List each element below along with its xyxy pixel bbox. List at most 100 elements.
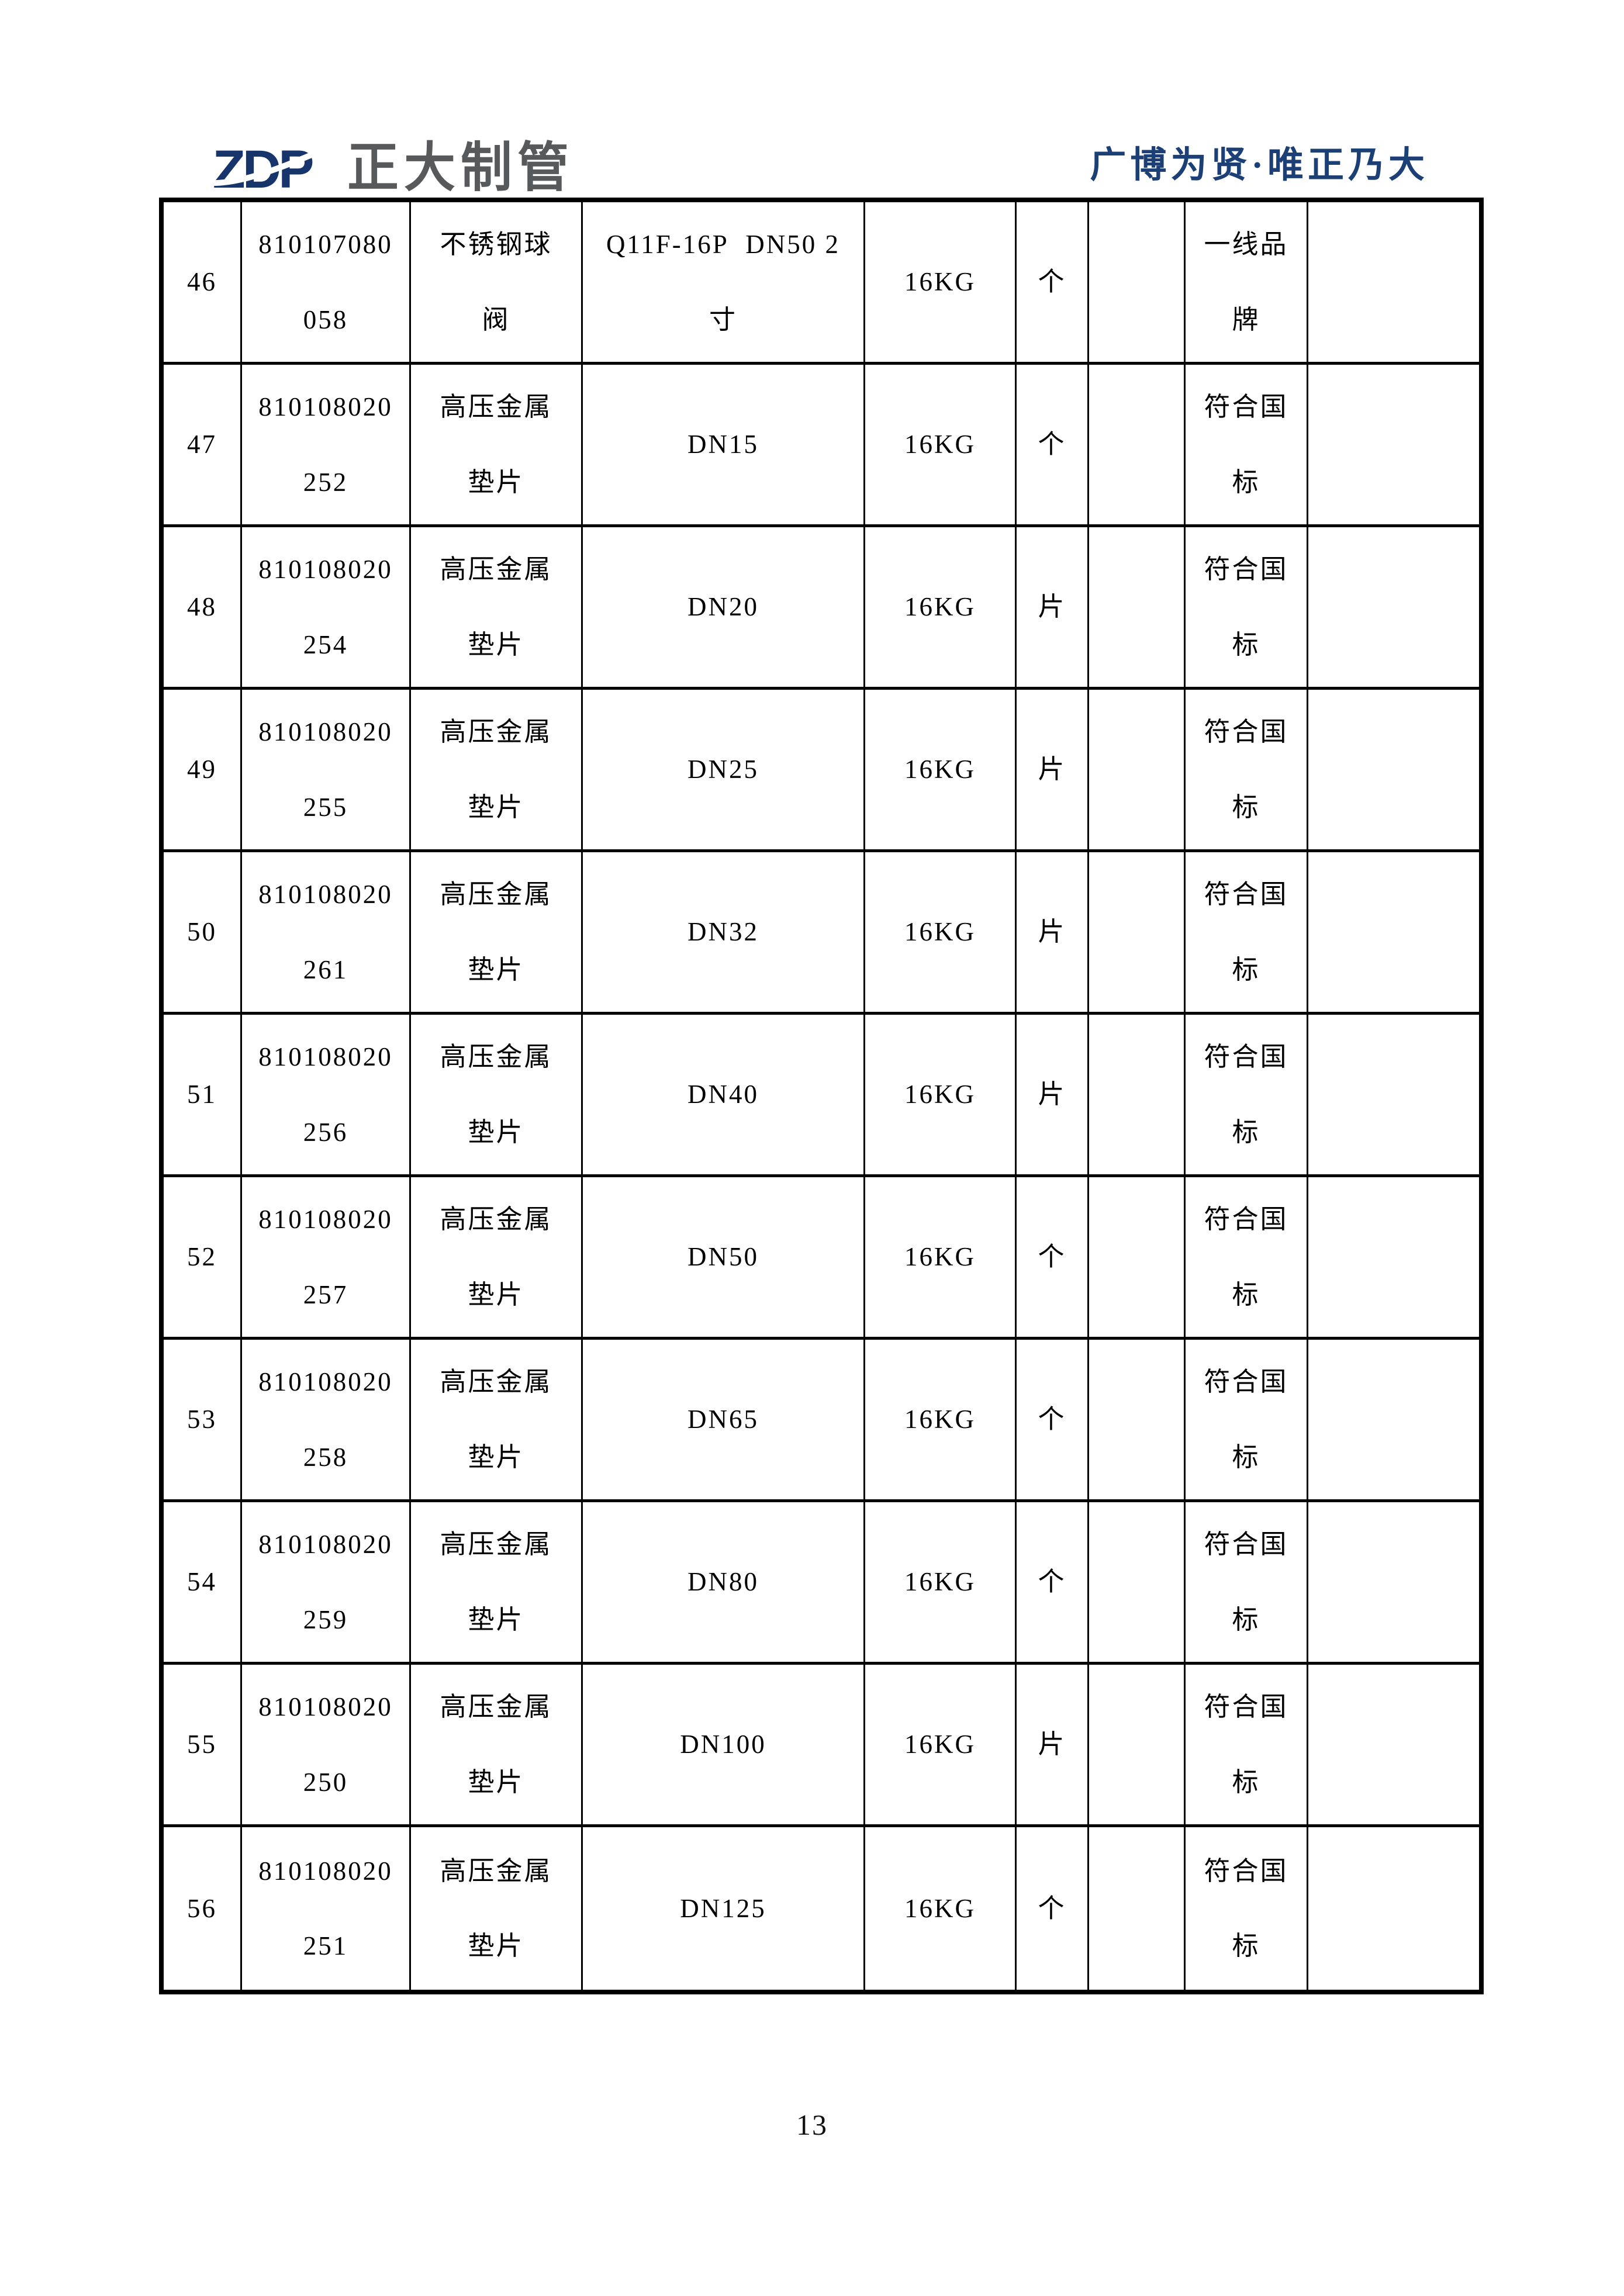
cell-quantity xyxy=(1089,852,1186,1015)
cell-pressure: 16KG xyxy=(865,1015,1017,1177)
cell-pressure: 16KG xyxy=(865,1665,1017,1827)
cell-remark: 符合国 标 xyxy=(1186,527,1308,690)
cell-product-name: 高压金属 垫片 xyxy=(411,1665,583,1827)
cell-spec-model: DN15 xyxy=(583,365,865,527)
cell-extra xyxy=(1308,690,1479,852)
cell-remark: 符合国 标 xyxy=(1186,1827,1308,1990)
cell-material-code: 810108020 256 xyxy=(242,1015,411,1177)
spec-table: 46 810107080 058 不锈钢球 阀 Q11F-16P DN50 2 … xyxy=(159,198,1484,1994)
cell-spec-model: DN50 xyxy=(583,1177,865,1340)
cell-product-name: 不锈钢球 阀 xyxy=(411,202,583,365)
cell-quantity xyxy=(1089,202,1186,365)
cell-row-number: 50 xyxy=(164,852,242,1015)
cell-product-name: 高压金属 垫片 xyxy=(411,527,583,690)
svg-text:ZDP: ZDP xyxy=(213,140,313,196)
cell-pressure: 16KG xyxy=(865,365,1017,527)
cell-product-name: 高压金属 垫片 xyxy=(411,1827,583,1990)
cell-row-number: 46 xyxy=(164,202,242,365)
cell-material-code: 810107080 058 xyxy=(242,202,411,365)
cell-spec-model: DN20 xyxy=(583,527,865,690)
cell-spec-model: DN25 xyxy=(583,690,865,852)
cell-extra xyxy=(1308,1340,1479,1502)
cell-pressure: 16KG xyxy=(865,690,1017,852)
cell-unit: 片 xyxy=(1017,690,1089,852)
cell-extra xyxy=(1308,1827,1479,1990)
cell-pressure: 16KG xyxy=(865,1827,1017,1990)
cell-material-code: 810108020 255 xyxy=(242,690,411,852)
cell-extra xyxy=(1308,852,1479,1015)
cell-spec-model: DN100 xyxy=(583,1665,865,1827)
cell-pressure: 16KG xyxy=(865,202,1017,365)
cell-remark: 符合国 标 xyxy=(1186,852,1308,1015)
cell-spec-model: DN80 xyxy=(583,1502,865,1665)
cell-material-code: 810108020 251 xyxy=(242,1827,411,1990)
cell-quantity xyxy=(1089,1665,1186,1827)
cell-row-number: 56 xyxy=(164,1827,242,1990)
cell-row-number: 52 xyxy=(164,1177,242,1340)
cell-row-number: 53 xyxy=(164,1340,242,1502)
cell-material-code: 810108020 261 xyxy=(242,852,411,1015)
cell-row-number: 54 xyxy=(164,1502,242,1665)
cell-remark: 一线品 牌 xyxy=(1186,202,1308,365)
cell-material-code: 810108020 252 xyxy=(242,365,411,527)
cell-row-number: 49 xyxy=(164,690,242,852)
cell-remark: 符合国 标 xyxy=(1186,1015,1308,1177)
cell-unit: 个 xyxy=(1017,1340,1089,1502)
cell-unit: 片 xyxy=(1017,1665,1089,1827)
cell-quantity xyxy=(1089,1827,1186,1990)
cell-spec-model: Q11F-16P DN50 2 寸 xyxy=(583,202,865,365)
cell-spec-model: DN32 xyxy=(583,852,865,1015)
cell-quantity xyxy=(1089,1177,1186,1340)
cell-product-name: 高压金属 垫片 xyxy=(411,1340,583,1502)
page-number: 13 xyxy=(796,2108,828,2141)
cell-unit: 个 xyxy=(1017,365,1089,527)
cell-product-name: 高压金属 垫片 xyxy=(411,1015,583,1177)
cell-unit: 片 xyxy=(1017,527,1089,690)
cell-spec-model: DN40 xyxy=(583,1015,865,1177)
cell-quantity xyxy=(1089,1340,1186,1502)
cell-product-name: 高压金属 垫片 xyxy=(411,1177,583,1340)
cell-unit: 片 xyxy=(1017,852,1089,1015)
cell-extra xyxy=(1308,365,1479,527)
cell-remark: 符合国 标 xyxy=(1186,1502,1308,1665)
cell-remark: 符合国 标 xyxy=(1186,1340,1308,1502)
cell-product-name: 高压金属 垫片 xyxy=(411,852,583,1015)
cell-quantity xyxy=(1089,690,1186,852)
cell-pressure: 16KG xyxy=(865,1502,1017,1665)
cell-material-code: 810108020 257 xyxy=(242,1177,411,1340)
company-header: ZDP 正大制管 xyxy=(194,136,574,200)
cell-quantity xyxy=(1089,1015,1186,1177)
cell-row-number: 55 xyxy=(164,1665,242,1827)
cell-remark: 符合国 标 xyxy=(1186,1177,1308,1340)
cell-material-code: 810108020 259 xyxy=(242,1502,411,1665)
cell-unit: 个 xyxy=(1017,202,1089,365)
cell-quantity xyxy=(1089,527,1186,690)
cell-extra xyxy=(1308,1502,1479,1665)
cell-remark: 符合国 标 xyxy=(1186,365,1308,527)
cell-row-number: 48 xyxy=(164,527,242,690)
cell-pressure: 16KG xyxy=(865,527,1017,690)
cell-unit: 个 xyxy=(1017,1502,1089,1665)
cell-material-code: 810108020 254 xyxy=(242,527,411,690)
cell-extra xyxy=(1308,1015,1479,1177)
cell-remark: 符合国 标 xyxy=(1186,690,1308,852)
cell-material-code: 810108020 250 xyxy=(242,1665,411,1827)
zdp-logo-icon: ZDP xyxy=(194,140,328,196)
cell-extra xyxy=(1308,1665,1479,1827)
cell-spec-model: DN125 xyxy=(583,1827,865,1990)
cell-quantity xyxy=(1089,1502,1186,1665)
cell-row-number: 47 xyxy=(164,365,242,527)
cell-product-name: 高压金属 垫片 xyxy=(411,365,583,527)
cell-row-number: 51 xyxy=(164,1015,242,1177)
cell-unit: 片 xyxy=(1017,1015,1089,1177)
cell-product-name: 高压金属 垫片 xyxy=(411,690,583,852)
cell-product-name: 高压金属 垫片 xyxy=(411,1502,583,1665)
cell-pressure: 16KG xyxy=(865,1340,1017,1502)
cell-material-code: 810108020 258 xyxy=(242,1340,411,1502)
cell-pressure: 16KG xyxy=(865,852,1017,1015)
cell-spec-model: DN65 xyxy=(583,1340,865,1502)
cell-pressure: 16KG xyxy=(865,1177,1017,1340)
cell-extra xyxy=(1308,1177,1479,1340)
company-slogan: 广博为贤·唯正乃大 xyxy=(1090,146,1429,185)
